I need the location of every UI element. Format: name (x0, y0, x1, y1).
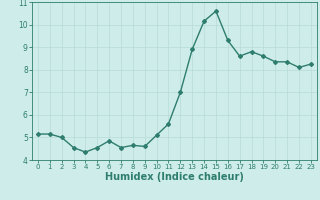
X-axis label: Humidex (Indice chaleur): Humidex (Indice chaleur) (105, 172, 244, 182)
